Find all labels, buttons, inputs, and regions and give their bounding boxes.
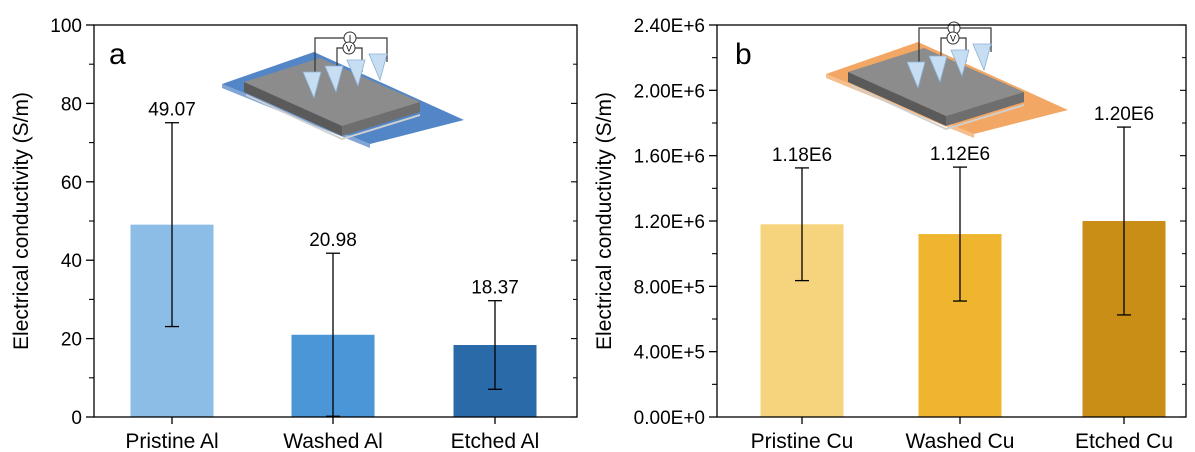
- value-label-2: 1.20E6: [1094, 104, 1154, 125]
- panel-a-four-probe-inset: IV: [222, 31, 464, 148]
- y-tick-label: 4.00E+5: [634, 343, 705, 364]
- y-tick-label: 1.60E+6: [634, 147, 705, 168]
- y-tick-label: 0: [71, 408, 82, 429]
- y-tick-label: 0.00E+0: [634, 408, 705, 429]
- film-side: [342, 102, 420, 136]
- value-label-1: 1.12E6: [930, 144, 990, 165]
- film-side: [946, 92, 1024, 126]
- probe-needle: [346, 59, 366, 88]
- y-tick-label: 2.00E+6: [634, 81, 705, 102]
- x-tick-label: Pristine Al: [125, 430, 218, 452]
- voltage-meter-icon: [946, 31, 960, 45]
- panel-b-x-axis: Pristine Cu Washed Cu Etched Cu: [751, 417, 1173, 452]
- probe-needle: [906, 61, 926, 90]
- y-tick-label: 20: [61, 330, 82, 351]
- error-bar-2: [1117, 126, 1131, 316]
- film-top: [244, 58, 420, 126]
- film-front: [848, 72, 946, 126]
- panel-a-value-labels: 49.07 20.98 18.37: [148, 100, 519, 299]
- film-front: [244, 82, 342, 136]
- error-bar-1: [326, 252, 340, 417]
- value-label-1: 20.98: [309, 230, 357, 251]
- panel-a-y-axis: 0 20 40 60 80 100: [50, 16, 577, 429]
- panel-b-chart: IV 0.00E+0 4.00E+5 8.00E+5 1.20E+6 1.60E+6 2.…: [593, 16, 1187, 452]
- y-tick-label: 8.00E+5: [634, 277, 705, 298]
- current-meter-label: I: [349, 34, 352, 44]
- probe-needle: [302, 71, 322, 100]
- panel-a-chart: IV 0 20 40 60 80 100 Pristine Al Washed Al Etch…: [10, 16, 578, 452]
- panel-a-error-bars: [165, 122, 502, 417]
- x-tick-label: Pristine Cu: [751, 430, 854, 452]
- probe-needle: [324, 65, 344, 94]
- probe-needle: [368, 53, 388, 82]
- probe-needle: [972, 43, 992, 72]
- value-label-2: 18.37: [471, 278, 519, 299]
- error-bar-1: [953, 166, 967, 302]
- film-interface: [246, 94, 420, 140]
- error-bar-0: [165, 122, 179, 328]
- panel-b-label: b: [735, 38, 752, 71]
- y-tick-label: 100: [50, 16, 82, 37]
- error-bar-2: [488, 300, 502, 390]
- panel-b-four-probe-inset: IV: [826, 21, 1068, 138]
- voltage-meter-icon: [342, 41, 356, 55]
- x-tick-label: Washed Al: [283, 430, 383, 452]
- y-tick-label: 80: [61, 94, 82, 115]
- x-tick-label: Washed Cu: [906, 430, 1015, 452]
- x-tick-label: Etched Al: [451, 430, 540, 452]
- current-meter-label: I: [953, 24, 956, 34]
- panel-b-y-axis: 0.00E+0 4.00E+5 8.00E+5 1.20E+6 1.60E+6 2.00E…: [634, 16, 1186, 429]
- panel-a-label: a: [109, 38, 126, 71]
- y-tick-label: 1.20E+6: [634, 212, 705, 233]
- panel-b-error-bars: [795, 126, 1131, 316]
- film-interface: [850, 84, 1024, 130]
- error-bar-0: [795, 167, 809, 282]
- panel-a-y-axis-title: Electrical conductivity (S/m): [10, 92, 33, 350]
- voltage-meter-label: V: [950, 34, 956, 44]
- panel-b-value-labels: 1.18E6 1.12E6 1.20E6: [772, 104, 1154, 166]
- value-label-0: 49.07: [148, 100, 196, 121]
- x-tick-label: Etched Cu: [1075, 430, 1173, 452]
- y-tick-label: 60: [61, 173, 82, 194]
- probe-needle: [950, 49, 970, 78]
- panel-b-y-axis-title: Electrical conductivity (S/m): [593, 92, 616, 350]
- probe-needle: [928, 55, 948, 84]
- film-top: [848, 48, 1024, 116]
- panel-a-x-axis: Pristine Al Washed Al Etched Al: [125, 417, 539, 452]
- y-tick-label: 40: [61, 251, 82, 272]
- voltage-meter-label: V: [346, 44, 352, 54]
- panel-b-bars: [760, 221, 1166, 417]
- y-tick-label: 2.40E+6: [634, 16, 705, 37]
- value-label-0: 1.18E6: [772, 145, 832, 166]
